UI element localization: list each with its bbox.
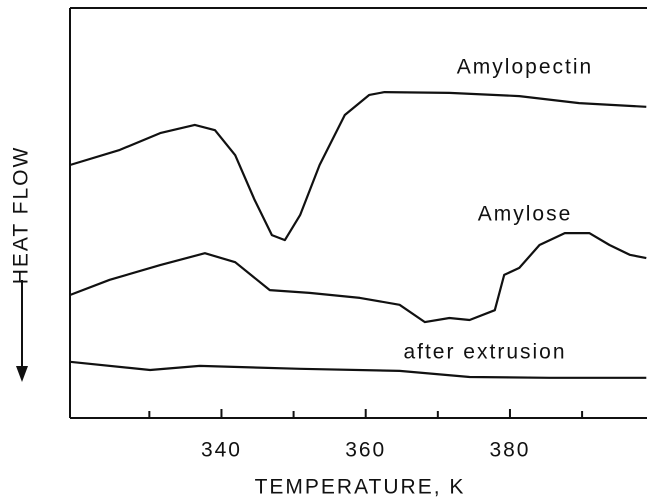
x-axis-title: TEMPERATURE, K	[255, 476, 466, 499]
y-arrow	[16, 280, 28, 382]
series-line	[69, 360, 647, 379]
x-tick-label: 360	[345, 439, 386, 462]
series-label: after extrusion	[403, 341, 566, 364]
x-tick-label: 340	[201, 439, 242, 462]
series-line	[69, 232, 647, 324]
series-label: Amylose	[478, 203, 573, 226]
x-tick-label: 380	[489, 439, 530, 462]
series-line	[69, 91, 647, 242]
y-axis-title: HEAT FLOW	[10, 146, 33, 285]
series-label: Amylopectin	[457, 56, 593, 79]
